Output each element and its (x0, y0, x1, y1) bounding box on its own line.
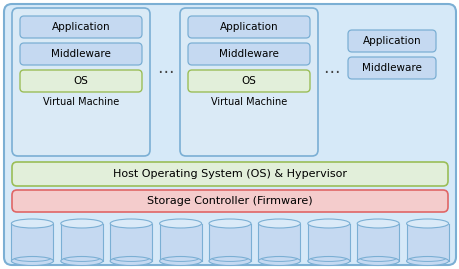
FancyBboxPatch shape (20, 70, 142, 92)
Bar (11, 224, 53, 261)
FancyBboxPatch shape (12, 8, 150, 156)
FancyBboxPatch shape (347, 30, 435, 52)
FancyBboxPatch shape (188, 70, 309, 92)
FancyBboxPatch shape (188, 16, 309, 38)
Text: OS: OS (241, 76, 256, 86)
Ellipse shape (307, 219, 349, 228)
Text: Middleware: Middleware (51, 49, 111, 59)
Ellipse shape (357, 219, 398, 228)
Text: ⋯: ⋯ (322, 63, 339, 81)
Text: Application: Application (219, 22, 278, 32)
Ellipse shape (208, 219, 251, 228)
FancyBboxPatch shape (4, 4, 455, 265)
Bar (357, 224, 398, 261)
FancyBboxPatch shape (12, 162, 447, 186)
Bar (406, 224, 448, 261)
Text: Virtual Machine: Virtual Machine (43, 97, 119, 107)
Ellipse shape (61, 219, 102, 228)
Text: Application: Application (362, 36, 420, 46)
Ellipse shape (307, 257, 349, 266)
Ellipse shape (406, 219, 448, 228)
Ellipse shape (110, 257, 152, 266)
Ellipse shape (208, 257, 251, 266)
Bar (159, 224, 201, 261)
FancyBboxPatch shape (20, 43, 142, 65)
Bar (61, 224, 102, 261)
Text: Host Operating System (OS) & Hypervisor: Host Operating System (OS) & Hypervisor (113, 169, 346, 179)
Bar (258, 224, 300, 261)
Ellipse shape (258, 219, 300, 228)
FancyBboxPatch shape (179, 8, 317, 156)
Text: Middleware: Middleware (361, 63, 421, 73)
Bar (208, 224, 251, 261)
Ellipse shape (61, 257, 102, 266)
Ellipse shape (258, 257, 300, 266)
FancyBboxPatch shape (347, 57, 435, 79)
Text: ⋯: ⋯ (157, 63, 173, 81)
Text: Middleware: Middleware (218, 49, 278, 59)
Ellipse shape (159, 219, 201, 228)
Bar (307, 224, 349, 261)
FancyBboxPatch shape (20, 16, 142, 38)
Ellipse shape (406, 257, 448, 266)
Text: Virtual Machine: Virtual Machine (210, 97, 286, 107)
Text: Storage Controller (Firmware): Storage Controller (Firmware) (147, 196, 312, 206)
FancyBboxPatch shape (188, 43, 309, 65)
Ellipse shape (11, 257, 53, 266)
Bar (110, 224, 152, 261)
Ellipse shape (357, 257, 398, 266)
Ellipse shape (110, 219, 152, 228)
Ellipse shape (11, 219, 53, 228)
Text: OS: OS (73, 76, 88, 86)
Ellipse shape (159, 257, 201, 266)
Text: Application: Application (51, 22, 110, 32)
FancyBboxPatch shape (12, 190, 447, 212)
